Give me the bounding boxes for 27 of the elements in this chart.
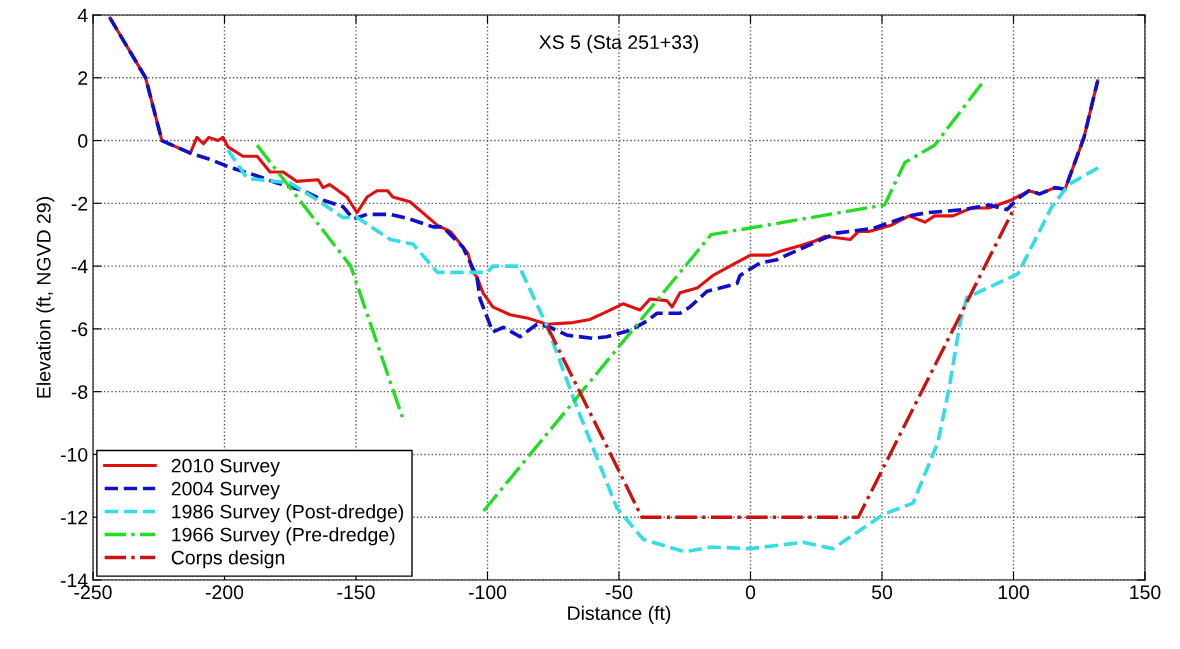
x-tick-label: -100 — [468, 585, 507, 600]
legend-label: 1986 Survey (Post-dredge) — [172, 504, 404, 523]
y-tick-label: 4 — [77, 8, 88, 23]
y-tick-label: -2 — [71, 196, 88, 211]
x-axis-title: Distance (ft) — [568, 605, 671, 624]
x-tick-label: -250 — [74, 585, 112, 600]
x-tick-label: -200 — [205, 585, 244, 600]
text: XS 5 (Sta 251+33) — [539, 34, 699, 53]
y-axis-title: Elevation (ft, NGVD 29) — [36, 197, 55, 398]
x-tick-label: -50 — [605, 585, 633, 600]
y-tick-label: -14 — [60, 573, 88, 588]
y-tick-label: -12 — [60, 510, 88, 525]
x-tick-label: -150 — [337, 585, 375, 600]
y-tick-label: -4 — [71, 259, 88, 274]
legend-label: 2004 Survey — [171, 481, 280, 500]
y-tick-label: 0 — [78, 134, 88, 148]
y-tick-label: 2 — [78, 71, 88, 85]
legend-label: 2010 Survey — [171, 458, 280, 477]
y-tick-label: -6 — [71, 322, 88, 337]
x-tick-label: 150 — [1130, 585, 1161, 600]
legend-label: 1966 Survey (Pre-dredge) — [172, 527, 395, 546]
x-tick-label: 100 — [998, 585, 1029, 600]
y-tick-label: -8 — [71, 385, 88, 399]
legend-label: Corps design — [171, 550, 285, 569]
y-tick-label: -10 — [60, 447, 88, 462]
x-tick-label: 50 — [871, 585, 893, 600]
x-tick-label: 0 — [745, 585, 756, 600]
